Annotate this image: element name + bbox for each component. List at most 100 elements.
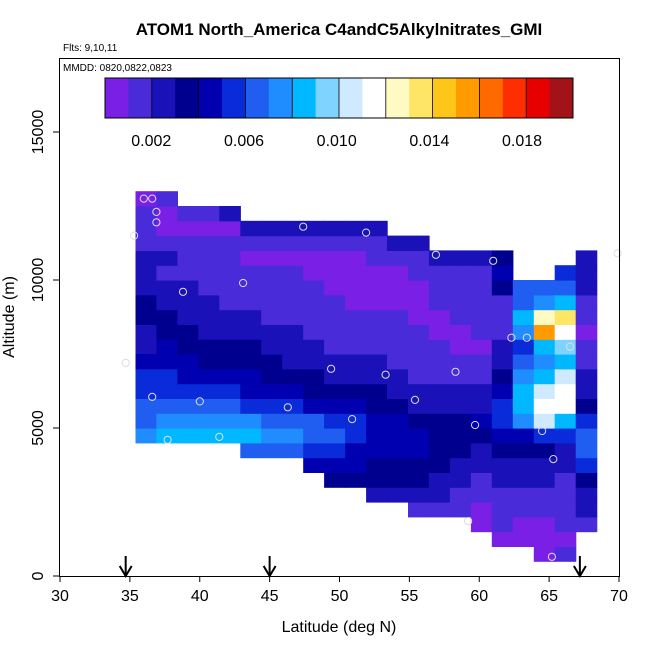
heatmap-cell	[408, 265, 430, 281]
heatmap-cell	[512, 413, 535, 429]
heatmap-cell	[512, 487, 535, 503]
flight-point	[152, 207, 161, 216]
heatmap-cell	[428, 354, 451, 370]
heatmap-cell	[324, 368, 346, 385]
heatmap-cell	[135, 368, 158, 385]
heatmap-cell	[449, 428, 472, 444]
heatmap-cell	[135, 383, 158, 399]
y-axis: 0 5000 10000 15000	[30, 110, 60, 580]
heatmap-cell	[428, 250, 451, 266]
heatmap-cell	[470, 280, 493, 296]
heatmap-cell	[533, 294, 556, 311]
heatmap-cell	[575, 516, 598, 533]
heatmap-cell	[156, 265, 178, 281]
heatmap-cell	[428, 368, 451, 385]
heatmap-cell	[512, 309, 535, 325]
colorbar-frame	[104, 77, 574, 119]
heatmap-cell	[303, 368, 325, 385]
heatmap-cell	[428, 472, 451, 488]
flight-point	[538, 426, 547, 436]
heatmap-cell	[491, 383, 514, 399]
heatmap-cell	[177, 250, 199, 266]
heatmap-cell	[198, 398, 220, 414]
flight-point	[121, 358, 130, 367]
heatmap-cell	[366, 250, 388, 266]
heatmap-cell	[575, 502, 598, 518]
heatmap-cell	[282, 294, 304, 311]
heatmap-cell	[261, 354, 283, 370]
heatmap-cell	[512, 324, 535, 340]
colorbar-segment	[198, 78, 223, 118]
heatmap-cell	[324, 428, 346, 444]
heatmap-cell	[387, 235, 409, 251]
heatmap-cell	[282, 442, 304, 459]
flight-point	[566, 342, 575, 351]
heatmap-cell	[366, 413, 388, 429]
x-axis-label: Latitude (deg N)	[282, 619, 397, 636]
heatmap-cell	[491, 502, 514, 518]
x-tick-label: 45	[261, 588, 279, 605]
heatmap-cell	[533, 457, 556, 473]
heatmap-cell	[554, 280, 577, 296]
heatmap-cell	[240, 235, 262, 251]
flight-point	[381, 370, 390, 379]
heatmap-cell	[177, 368, 199, 385]
heatmap-cell	[261, 265, 283, 281]
flight-point	[489, 256, 498, 265]
flight-point	[148, 392, 157, 401]
heatmap-cell	[491, 294, 514, 311]
heatmap-cell	[156, 280, 178, 296]
colorbar-tick-label: 0.006	[224, 133, 264, 150]
heatmap-cell	[387, 294, 409, 311]
heatmap-cell	[282, 413, 304, 429]
heatmap-cell	[449, 383, 472, 399]
heatmap-cell	[156, 339, 178, 355]
heatmap-cell	[324, 220, 346, 237]
heatmap-cell	[449, 265, 472, 281]
heatmap-cell	[135, 413, 158, 429]
heatmap-cell	[240, 324, 262, 340]
heatmap-cell	[554, 309, 577, 325]
heatmap-cell	[198, 280, 220, 296]
heatmap-cell	[387, 324, 409, 340]
heatmap-cell	[303, 294, 325, 311]
colorbar-segment	[385, 78, 410, 118]
flight-point	[464, 517, 473, 526]
heatmap-cell	[449, 368, 472, 385]
flight-point	[139, 194, 148, 203]
heatmap-cell	[261, 280, 283, 296]
heatmap-cell	[282, 324, 304, 340]
heatmap-cell	[156, 383, 178, 399]
heatmap-cell	[135, 398, 158, 414]
heatmap-cell	[156, 398, 178, 414]
heatmap-cell	[156, 428, 178, 444]
heatmap-cell	[219, 235, 241, 251]
heatmap-cell	[470, 368, 493, 385]
heatmap-cell	[303, 442, 325, 459]
colorbar-segment	[151, 78, 176, 118]
x-tick-label: 55	[400, 588, 418, 605]
heatmap-cell	[156, 250, 178, 266]
heatmap-cell	[324, 472, 346, 488]
heatmap-cell	[470, 442, 493, 459]
heatmap-cell	[575, 413, 598, 429]
heatmap-cell	[282, 265, 304, 281]
colorbar-segment	[456, 78, 480, 118]
heatmap-cell	[240, 398, 262, 414]
y-tick-label: 0	[30, 571, 47, 580]
heatmap-cell	[470, 250, 493, 266]
flight-point	[348, 415, 357, 424]
heatmap-cell	[575, 487, 598, 503]
heatmap-cell	[491, 472, 514, 488]
heatmap-cell	[533, 413, 556, 429]
heatmap-cell	[345, 368, 367, 385]
heatmap-cell	[177, 413, 199, 429]
heatmap-cell	[177, 354, 199, 370]
heatmap-cell	[533, 442, 556, 459]
heatmap-cell	[575, 309, 598, 325]
heatmap-cell	[366, 280, 388, 296]
heatmap-cell	[345, 265, 367, 281]
flight-point	[613, 249, 622, 258]
heatmap-cell	[491, 442, 514, 459]
